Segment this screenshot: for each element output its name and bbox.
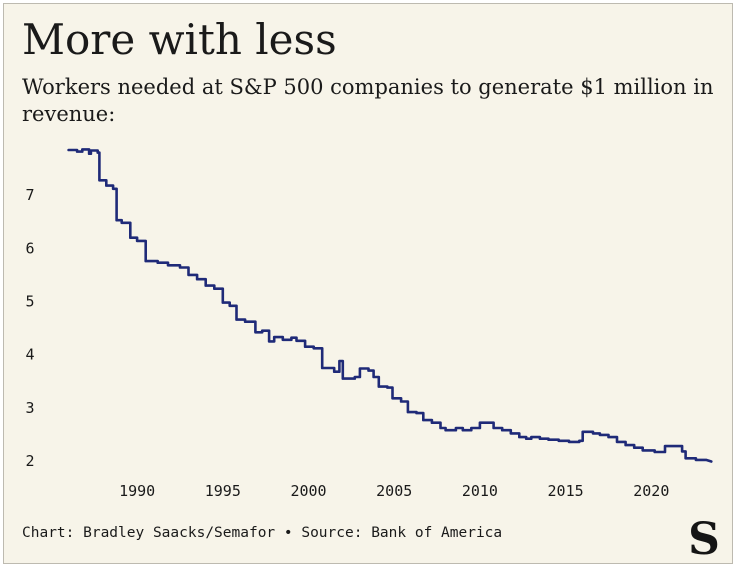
y-tick-label: 7 <box>25 186 34 204</box>
chart-subtitle: Workers needed at S&P 500 companies to g… <box>22 75 714 126</box>
y-tick-label: 5 <box>25 293 34 311</box>
x-tick-label: 1995 <box>205 482 241 500</box>
x-tick-label: 2000 <box>290 482 326 500</box>
x-tick-label: 2010 <box>462 482 498 500</box>
chart-title: More with less <box>22 15 337 64</box>
x-tick-label: 1990 <box>119 482 155 500</box>
y-tick-label: 6 <box>25 239 34 257</box>
chart-card: More with less Workers needed at S&P 500… <box>3 3 733 564</box>
semafor-logo: S <box>688 514 720 565</box>
x-tick-label: 2005 <box>376 482 412 500</box>
line-chart: 2 3 4 5 6 7 1990 1995 2000 2005 2010 2015 2020 <box>25 148 713 500</box>
x-tick-label: 2020 <box>633 482 669 500</box>
y-tick-label: 4 <box>25 346 34 364</box>
y-tick-label: 2 <box>25 452 34 470</box>
y-tick-label: 3 <box>25 399 34 417</box>
chart-credit: Chart: Bradley Saacks/Semafor • Source: … <box>22 525 503 541</box>
series-line <box>67 148 713 463</box>
x-tick-label: 2015 <box>548 482 584 500</box>
